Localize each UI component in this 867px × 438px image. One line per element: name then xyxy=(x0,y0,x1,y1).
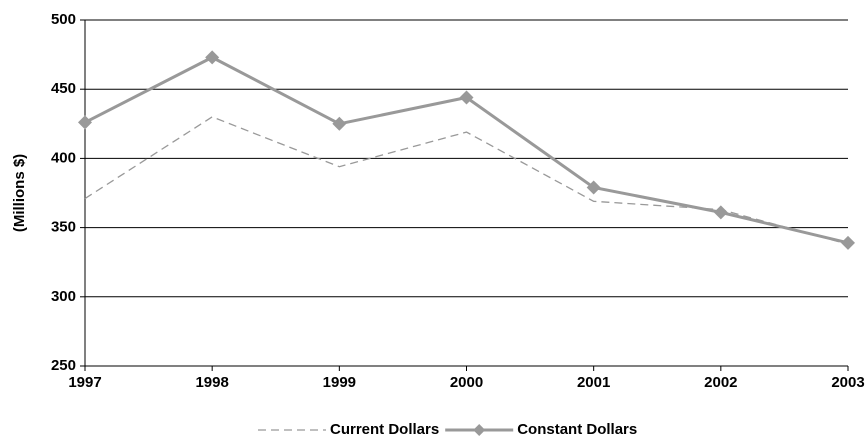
x-tick-label: 1997 xyxy=(68,374,101,391)
marker xyxy=(332,116,347,131)
series-line xyxy=(84,116,849,245)
y-tick-label: 250 xyxy=(51,357,76,374)
series-line xyxy=(84,55,849,245)
legend-item: Current Dollars xyxy=(258,421,439,438)
legend-item: Constant Dollars xyxy=(445,421,637,438)
marker xyxy=(841,235,855,250)
legend-label: Current Dollars xyxy=(330,421,439,438)
x-tick-label: 2000 xyxy=(450,374,483,391)
y-tick-label: 350 xyxy=(51,219,76,236)
y-tick-label: 400 xyxy=(51,149,76,166)
x-tick-label: 1999 xyxy=(323,374,356,391)
marker xyxy=(78,115,92,130)
marker xyxy=(205,50,220,65)
y-axis-label: (Millions $) xyxy=(11,154,28,232)
x-tick-label: 2002 xyxy=(704,374,737,391)
y-tick-label: 500 xyxy=(51,11,76,28)
y-tick-label: 450 xyxy=(51,80,76,97)
x-tick-label: 2001 xyxy=(577,374,610,391)
x-tick-label: 1998 xyxy=(195,374,228,391)
legend-label: Constant Dollars xyxy=(517,421,637,438)
marker xyxy=(459,90,474,105)
marker xyxy=(586,180,601,195)
x-tick-label: 2003 xyxy=(831,374,864,391)
y-tick-label: 300 xyxy=(51,288,76,305)
marker xyxy=(713,205,728,220)
legend-marker xyxy=(473,424,486,436)
